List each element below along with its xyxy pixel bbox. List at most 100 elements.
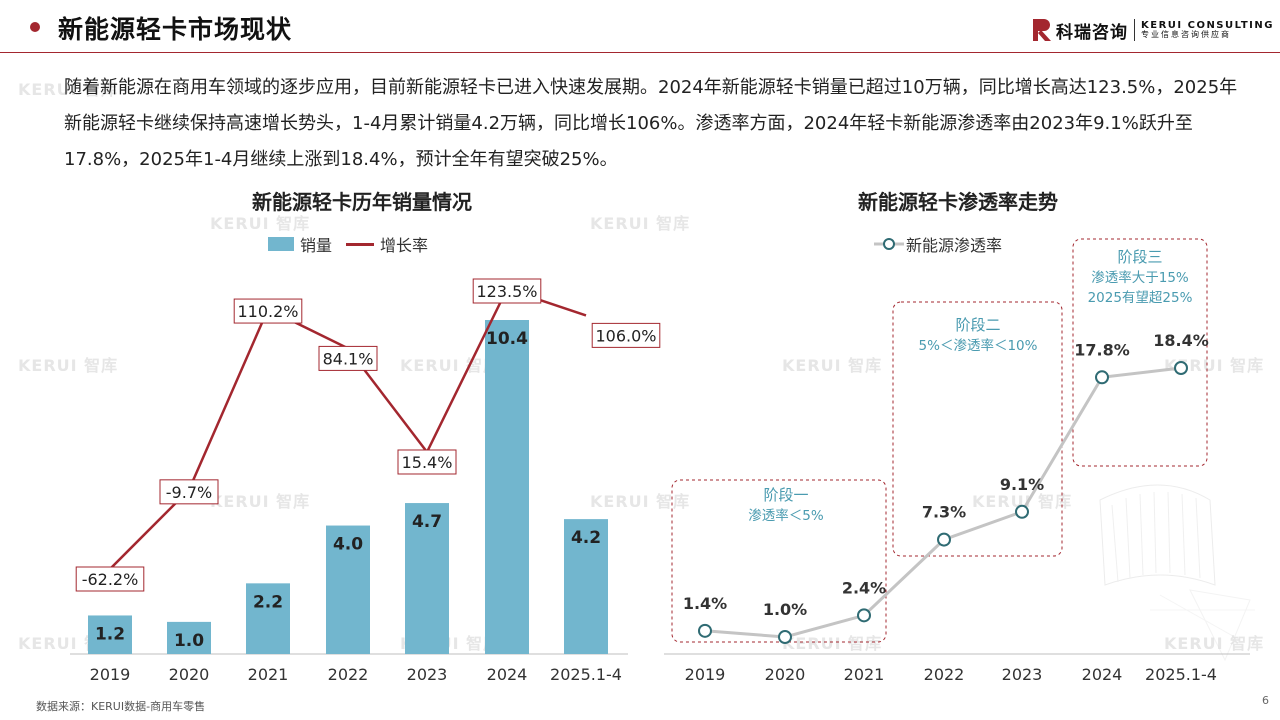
sales-bar-label: 4.2 [571,528,601,548]
penetration-chart: 2019 2020 2021 2022 2023 2024 2025.1-4 阶段一渗透率＜5… [664,238,1250,684]
sales-chart-title: 新能源轻卡历年销量情况 [252,190,472,214]
header-divider [0,52,1280,53]
penetration-data-label: 18.4% [1153,331,1209,350]
page-number: 6 [1262,694,1269,707]
brand-name-en-group: KERUI CONSULTING 专业信息咨询供应商 [1141,20,1274,40]
growth-rate-label-box [318,345,378,371]
penetration-point [698,623,712,638]
penetration-data-label: 17.8% [1074,340,1130,359]
watermark: KERUI 智库 [400,356,501,375]
penetration-point [857,608,871,623]
brand-name-en: KERUI CONSULTING [1141,20,1274,32]
legend-label-sales: 销量 [300,236,333,255]
watermark: KERUI 智库 [1164,634,1265,653]
penetration-x-tick-label: 2020 [765,665,806,684]
growth-rate-label: -62.2% [82,570,139,589]
sales-bar [564,519,608,654]
growth-rate-label-box [472,278,542,304]
penetration-x-tick-label: 2023 [1002,665,1043,684]
legend-marker-line-icon [874,238,904,250]
sales-bar-label: 1.0 [174,631,204,651]
sales-bar-label: 1.2 [95,624,125,644]
sales-x-tick-label: 2020 [169,665,210,684]
sales-bar-label: 4.7 [412,512,442,532]
sales-bar [485,320,529,654]
penetration-x-tick-label: 2019 [685,665,726,684]
growth-rate-label-box [591,322,661,348]
sales-chart: 1.2 1.0 2.2 4.0 4.7 10.4 4.2 2019 2020 2021 2022 20… [70,278,661,684]
growth-rate-label-box [159,479,219,505]
growth-rate-label-box [397,449,457,475]
growth-rate-label: 106.0% [595,326,656,345]
penetration-x-tick-label: 2025.1-4 [1145,665,1217,684]
sales-x-tick-label: 2021 [248,665,289,684]
legend-label-penetration: 新能源渗透率 [906,236,1003,255]
penetration-point [1095,370,1109,385]
penetration-data-label: 1.0% [763,600,807,619]
data-source-note: 数据来源：KERUI数据-商用车零售 [36,700,206,713]
growth-rate-label: 15.4% [402,453,453,472]
penetration-chart-legend: 新能源渗透率 [874,232,1002,256]
stage-annotation-text: 2025有望超25% [1088,290,1193,306]
sales-bar [405,503,449,654]
brand-name-cn: 科瑞咨询 [1056,22,1128,43]
brand-slogan: 专业信息咨询供应商 [1141,30,1231,40]
stage-annotation-text: 阶段三 [1117,248,1162,266]
stage-annotation-text: 阶段二 [955,316,1000,334]
brand-separator [1134,19,1135,41]
title-bullet-icon [30,22,40,32]
sales-x-tick-label: 2023 [407,665,448,684]
growth-rate-label-box [75,566,145,592]
watermark: KERUI 智库 [18,356,119,375]
sales-bar-label: 10.4 [486,329,528,349]
watermark: KERUI 智库 [782,356,883,375]
stage-box [1072,238,1208,467]
sales-bar-label: 4.0 [333,535,363,555]
watermark: KERUI 智库 [1164,356,1265,375]
penetration-point [937,532,951,547]
penetration-data-label: 9.1% [1000,475,1044,494]
watermark: KERUI 智库 [210,214,311,233]
watermark: KERUI 智库 [590,492,691,511]
watermark: KERUI 智库 [590,214,691,233]
watermark: KERUI 智库 [18,80,119,99]
stage-annotation-text: 渗透率＜5% [748,507,824,524]
stage-annotation-text: 阶段一 [763,486,808,504]
intro-paragraph: 随着新能源在商用车领域的逐步应用，目前新能源轻卡已进入快速发展期。2024年新能… [64,77,1238,170]
growth-rate-label: 110.2% [237,302,298,321]
stage-annotation-text: 渗透率大于15% [1091,269,1189,286]
penetration-x-tick-label: 2021 [844,665,885,684]
stage-box [892,301,1063,557]
sales-bar [326,525,370,654]
sales-bar-label: 2.2 [253,592,283,612]
growth-rate-label-box [233,298,303,324]
sales-x-tick-label: 2025.1-4 [550,665,622,684]
growth-rate-label: -9.7% [166,483,212,502]
sales-bar [88,615,132,654]
kerui-logo-icon [1033,19,1051,41]
stage-box [671,479,887,643]
penetration-data-label: 1.4% [683,594,727,613]
penetration-point [778,630,792,644]
header: 新能源轻卡市场现状 科瑞咨询 KERUI CONSULTING 专业信息咨询供应… [0,0,1280,54]
sales-x-tick-label: 2019 [90,665,131,684]
legend-bar-swatch [268,237,294,251]
sales-x-tick-label: 2024 [487,665,528,684]
growth-rate-label: 84.1% [323,349,374,368]
penetration-x-tick-label: 2024 [1082,665,1123,684]
sales-chart-legend: 销量 增长率 [268,232,428,256]
growth-rate-label: 123.5% [476,282,537,301]
decorative-wireframe-image [1099,484,1255,662]
penetration-point [1015,504,1029,519]
sales-bar [167,621,211,654]
watermark: KERUI 智库 [972,492,1073,511]
legend-line-swatch [346,242,375,246]
penetration-data-label: 2.4% [842,578,886,597]
stage-annotation-text: 5%＜渗透率＜10% [919,337,1038,354]
watermark: KERUI 智库 [210,492,311,511]
watermark: KERUI 智库 [782,634,883,653]
penetration-data-label: 7.3% [922,503,966,522]
legend-label-growth: 增长率 [380,236,429,255]
penetration-x-tick-label: 2022 [924,665,965,684]
